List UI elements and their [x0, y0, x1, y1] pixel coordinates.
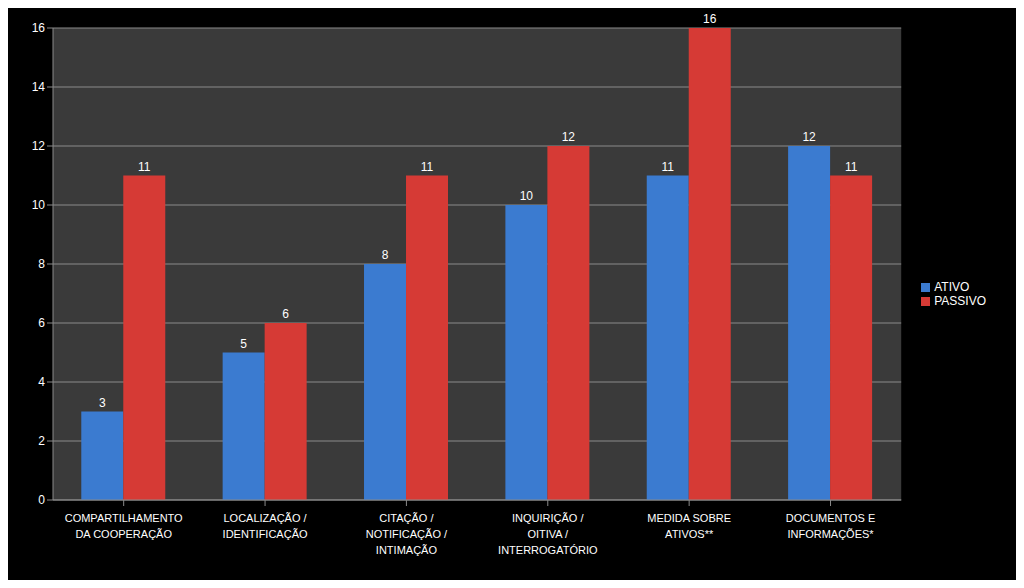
- svg-text:INTERROGATÓRIO: INTERROGATÓRIO: [498, 544, 598, 556]
- svg-text:NOTIFICAÇÃO /: NOTIFICAÇÃO /: [366, 528, 448, 540]
- svg-text:11: 11: [845, 160, 858, 174]
- svg-text:LOCALIZAÇÃO /: LOCALIZAÇÃO /: [223, 512, 307, 524]
- svg-text:INQUIRIÇÃO /: INQUIRIÇÃO /: [512, 512, 584, 524]
- svg-text:14: 14: [32, 80, 46, 94]
- svg-text:5: 5: [240, 337, 247, 351]
- svg-text:11: 11: [138, 160, 151, 174]
- svg-text:INTIMAÇÃO: INTIMAÇÃO: [376, 544, 438, 556]
- svg-text:10: 10: [520, 189, 534, 203]
- svg-text:11: 11: [662, 160, 675, 174]
- svg-text:3: 3: [99, 396, 106, 410]
- svg-text:12: 12: [562, 130, 576, 144]
- svg-text:10: 10: [32, 198, 46, 212]
- svg-text:IDENTIFICAÇÃO: IDENTIFICAÇÃO: [223, 528, 308, 540]
- svg-text:8: 8: [382, 248, 389, 262]
- svg-text:6: 6: [38, 316, 45, 330]
- svg-text:4: 4: [38, 375, 45, 389]
- svg-text:16: 16: [32, 21, 46, 35]
- svg-text:2: 2: [38, 434, 45, 448]
- svg-text:INFORMAÇÕES*: INFORMAÇÕES*: [787, 528, 874, 540]
- html-text:PASSIVO: PASSIVO: [934, 294, 986, 308]
- svg-text:11: 11: [421, 160, 434, 174]
- svg-text:8: 8: [38, 257, 45, 271]
- svg-text:DA COOPERAÇÃO: DA COOPERAÇÃO: [75, 528, 172, 540]
- svg-text:MEDIDA SOBRE: MEDIDA SOBRE: [647, 512, 731, 524]
- svg-text:16: 16: [703, 12, 717, 26]
- svg-text:6: 6: [282, 307, 289, 321]
- svg-text:0: 0: [38, 493, 45, 507]
- svg-text:ATIVOS**: ATIVOS**: [665, 528, 714, 540]
- html-text:ATIVO: ATIVO: [934, 280, 970, 294]
- svg-text:OITIVA /: OITIVA /: [527, 528, 569, 540]
- svg-text:12: 12: [32, 139, 46, 153]
- svg-text:CITAÇÃO /: CITAÇÃO /: [379, 512, 434, 524]
- svg-text:COMPARTILHAMENTO: COMPARTILHAMENTO: [65, 512, 183, 524]
- svg-text:12: 12: [802, 130, 816, 144]
- svg-text:DOCUMENTOS E: DOCUMENTOS E: [786, 512, 876, 524]
